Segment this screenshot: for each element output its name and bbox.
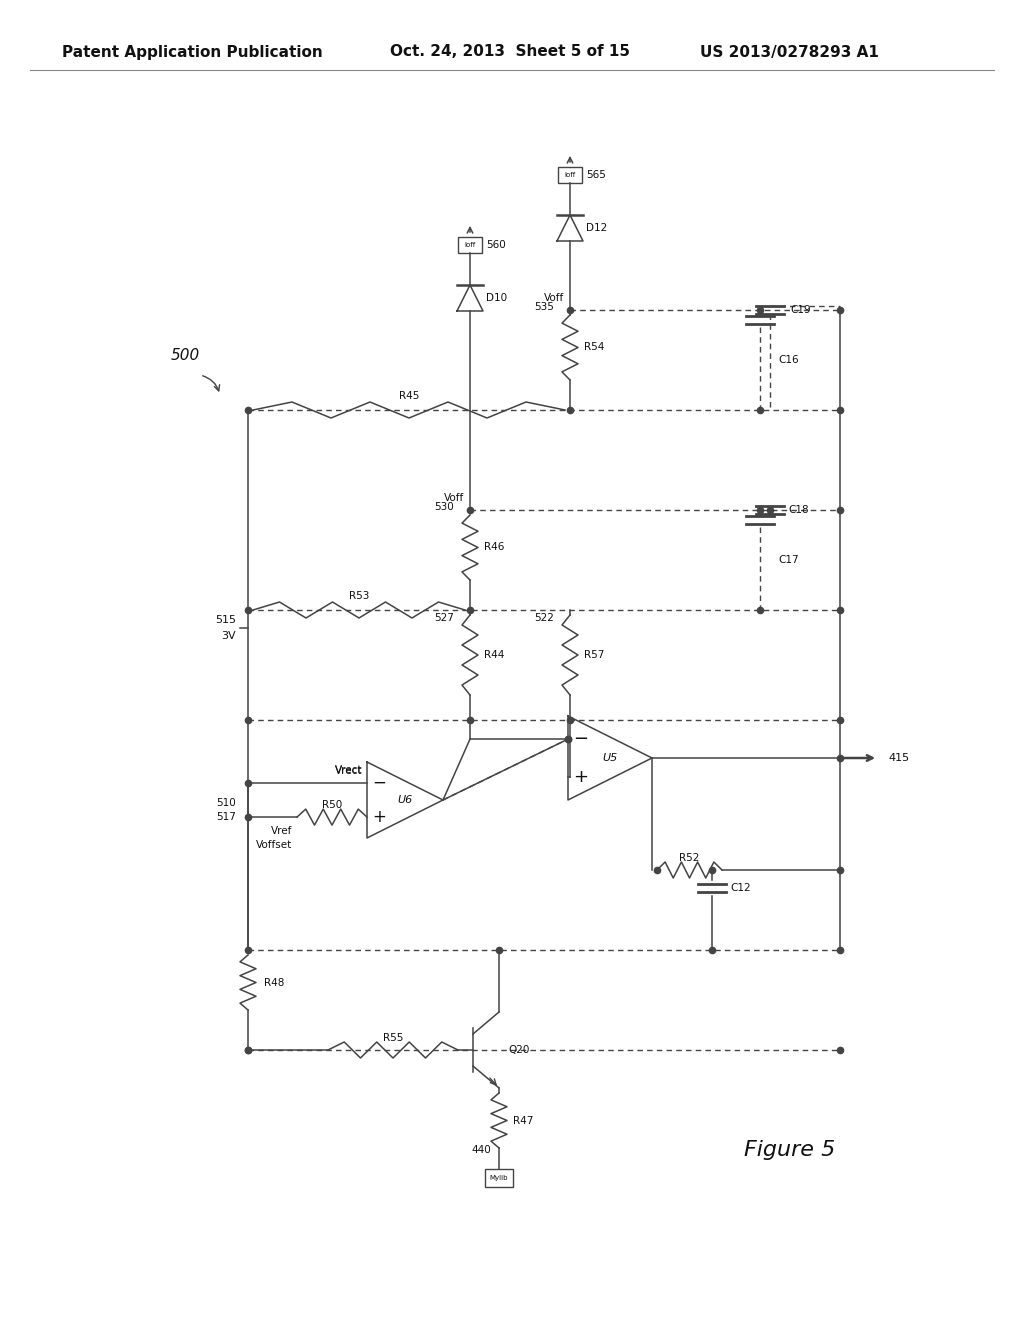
Text: 565: 565 [586, 170, 606, 180]
Text: R52: R52 [679, 853, 699, 863]
Text: Q20: Q20 [508, 1045, 529, 1055]
Bar [485, 1170, 513, 1187]
Text: U6: U6 [397, 795, 413, 805]
Text: R47: R47 [513, 1115, 534, 1126]
Text: R46: R46 [484, 543, 505, 553]
Text: R55: R55 [383, 1034, 403, 1043]
Text: 515: 515 [215, 615, 236, 624]
Text: 415: 415 [888, 752, 909, 763]
Text: R44: R44 [484, 649, 505, 660]
Bar [558, 168, 582, 183]
Text: C16: C16 [778, 355, 799, 366]
Text: C18: C18 [788, 506, 809, 515]
Text: Voff: Voff [443, 492, 464, 503]
Bar [458, 238, 482, 253]
Text: Oct. 24, 2013  Sheet 5 of 15: Oct. 24, 2013 Sheet 5 of 15 [390, 45, 630, 59]
Text: D10: D10 [486, 293, 507, 304]
Text: R50: R50 [322, 800, 342, 810]
Text: 560: 560 [486, 240, 506, 249]
Text: R54: R54 [584, 342, 604, 352]
Text: 440: 440 [471, 1144, 490, 1155]
Text: 530: 530 [434, 502, 454, 512]
Text: Ioff: Ioff [564, 172, 575, 178]
Text: 500: 500 [170, 347, 200, 363]
Text: Mylib: Mylib [489, 1175, 508, 1181]
Text: Voff: Voff [544, 293, 564, 304]
Text: Vrect: Vrect [335, 764, 362, 775]
Text: Vrect: Vrect [335, 766, 362, 776]
Text: Vref: Vref [270, 826, 292, 836]
Text: Voffset: Voffset [256, 840, 292, 850]
Text: 527: 527 [434, 612, 454, 623]
Text: Figure 5: Figure 5 [744, 1140, 836, 1160]
Text: C17: C17 [778, 554, 799, 565]
Text: −: − [573, 730, 589, 748]
Text: 517: 517 [216, 812, 236, 822]
Text: D12: D12 [586, 223, 607, 234]
Text: 535: 535 [535, 302, 554, 312]
Text: C19: C19 [790, 305, 811, 315]
Text: R57: R57 [584, 649, 604, 660]
Text: R48: R48 [264, 978, 285, 987]
Text: +: + [372, 808, 386, 826]
Text: 3V: 3V [221, 631, 236, 642]
Text: U5: U5 [602, 752, 617, 763]
Text: US 2013/0278293 A1: US 2013/0278293 A1 [700, 45, 879, 59]
Text: 510: 510 [216, 799, 236, 808]
Text: R45: R45 [398, 391, 419, 401]
Text: Ioff: Ioff [464, 242, 475, 248]
Text: C12: C12 [730, 883, 751, 894]
Text: +: + [573, 768, 589, 785]
Text: −: − [372, 774, 386, 792]
Text: Patent Application Publication: Patent Application Publication [62, 45, 323, 59]
Text: R53: R53 [349, 591, 370, 601]
Text: 522: 522 [535, 612, 554, 623]
